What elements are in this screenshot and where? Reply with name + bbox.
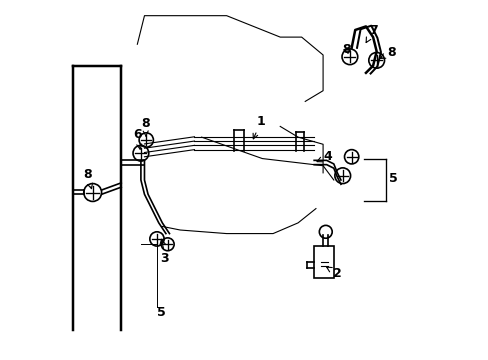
- Text: 6: 6: [133, 128, 142, 149]
- Text: 5: 5: [388, 172, 397, 185]
- Text: 3: 3: [160, 252, 168, 265]
- Text: 1: 1: [253, 114, 265, 139]
- Text: 4: 4: [316, 150, 331, 163]
- Bar: [313, 246, 333, 278]
- Text: 8: 8: [341, 43, 350, 56]
- Text: 7: 7: [366, 23, 377, 42]
- Text: 2: 2: [326, 267, 341, 280]
- Text: 8: 8: [83, 168, 92, 189]
- Text: 8: 8: [141, 117, 149, 136]
- Text: 5: 5: [157, 306, 165, 319]
- Text: 8: 8: [380, 46, 395, 59]
